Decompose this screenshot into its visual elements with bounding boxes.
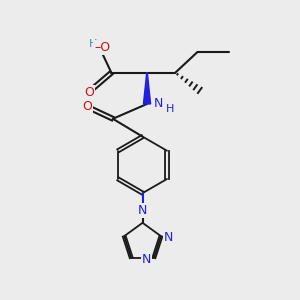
Polygon shape (143, 73, 151, 104)
Text: O: O (82, 100, 92, 113)
Text: N: N (164, 231, 173, 244)
Text: H: H (166, 104, 175, 114)
Text: H: H (89, 40, 97, 50)
Text: O: O (84, 85, 94, 98)
Text: –O: –O (94, 41, 110, 54)
Text: N: N (142, 253, 151, 266)
Text: N: N (154, 98, 163, 110)
Text: N: N (138, 204, 147, 218)
